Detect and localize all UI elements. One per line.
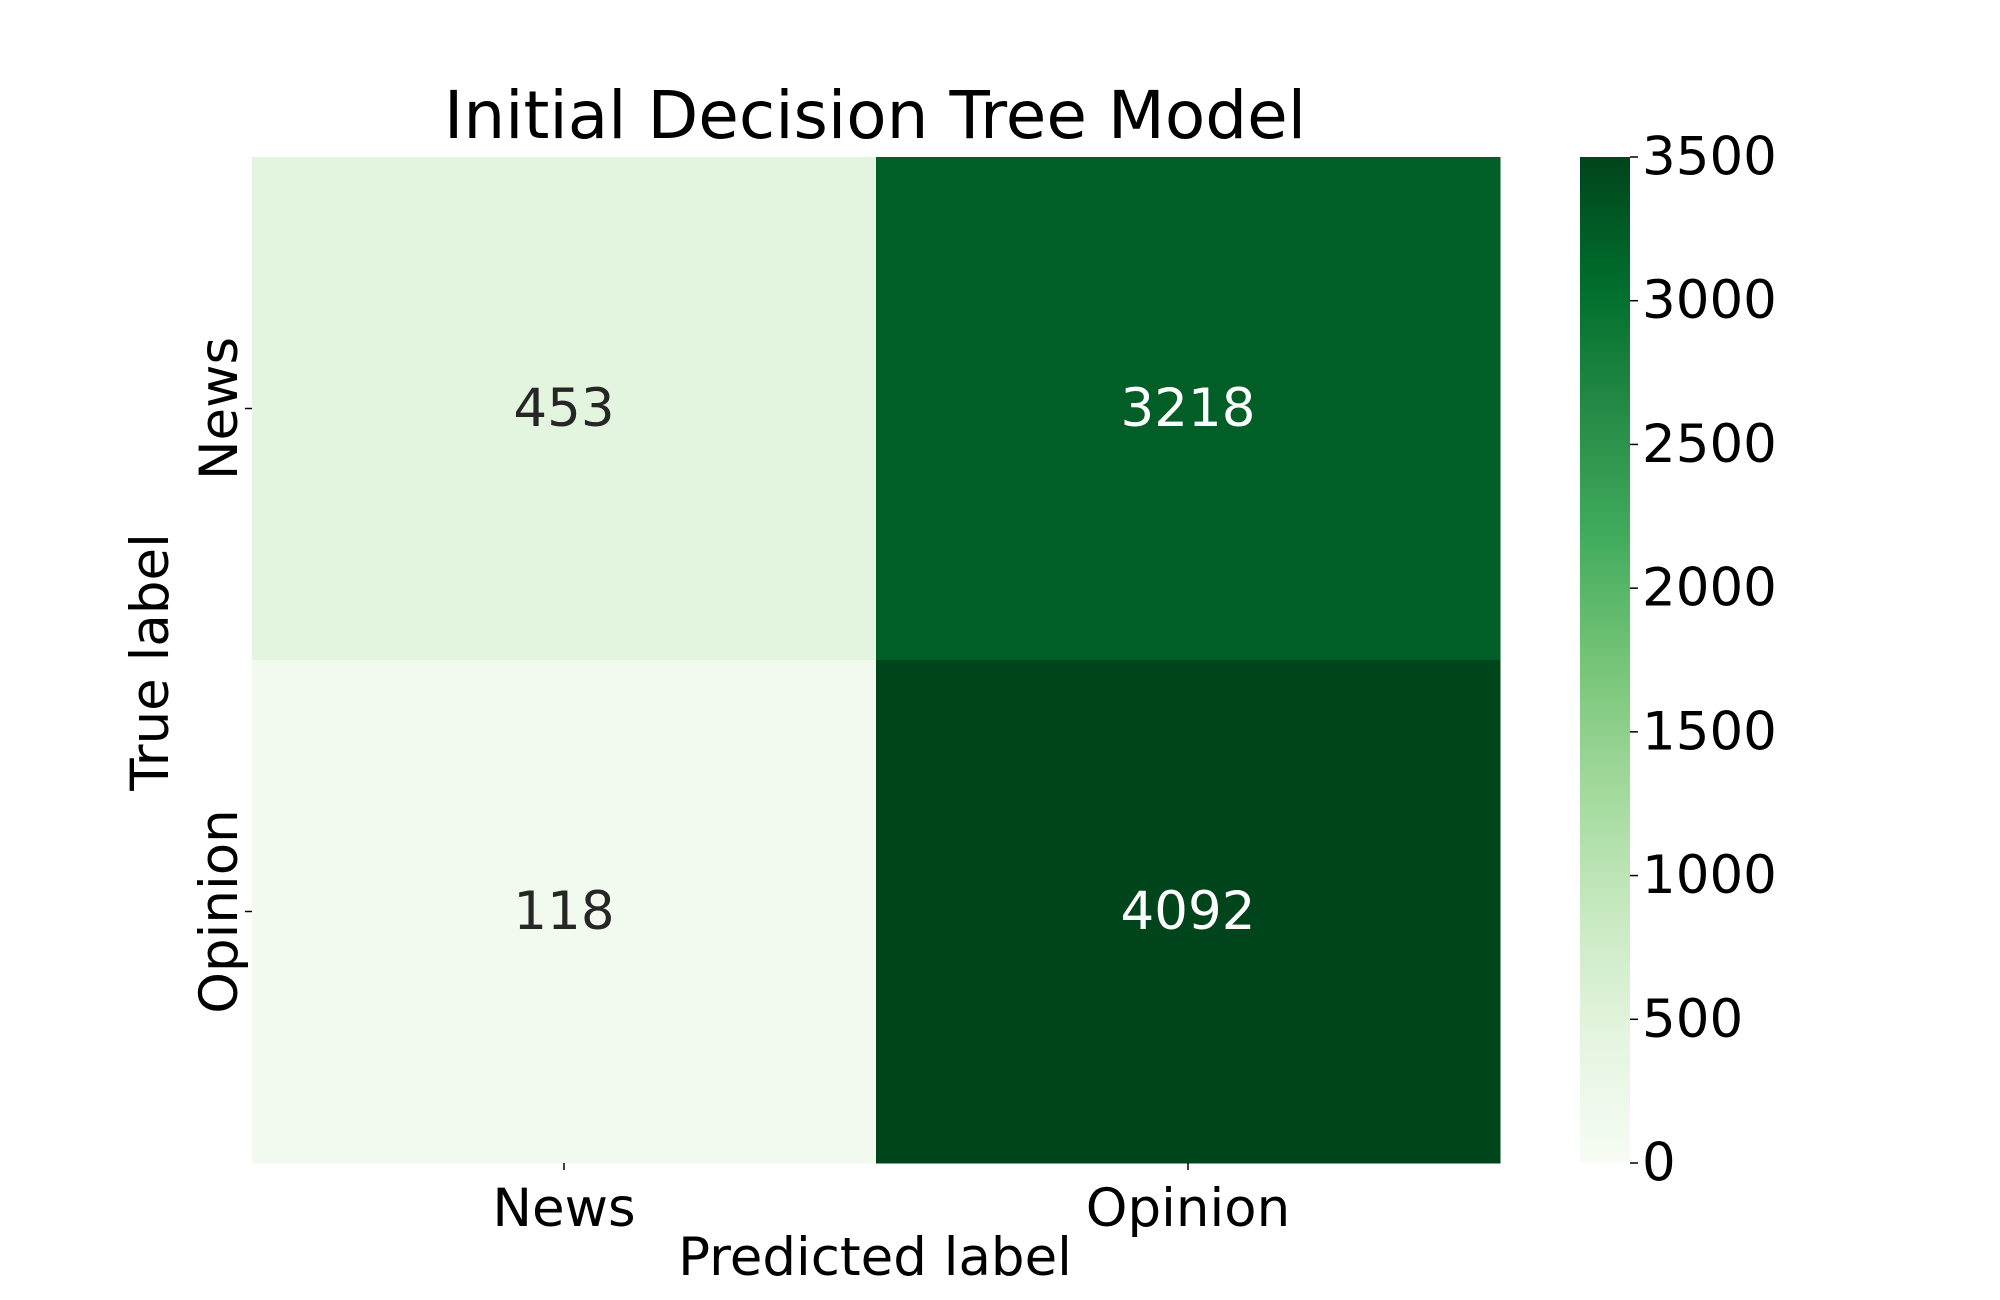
colorbar-tick-label: 2500 [1642,414,1777,475]
heatmap-cell [876,660,1501,1164]
x-tick-label: Opinion [1086,1178,1290,1239]
colorbar-tick-label: 1000 [1642,845,1777,906]
colorbar-tick-label: 3000 [1642,270,1777,331]
chart-title: Initial Decision Tree Model [444,77,1306,154]
cell-value-label: 118 [513,881,614,942]
colorbar [1580,157,1630,1163]
cell-value-label: 3218 [1121,378,1256,439]
y-tick-label: News [189,337,250,480]
y-tick-label: Opinion [189,809,250,1013]
heatmap-cell-labels: 453 3218 118 4092 [513,378,1255,942]
cell-value-label: 4092 [1121,881,1256,942]
x-axis-label: Predicted label [678,1227,1072,1288]
heatmap-cell [252,660,877,1164]
colorbar-tick-label: 500 [1642,989,1743,1050]
x-axis: News Opinion [492,1163,1290,1239]
colorbar-tick-label: 1500 [1642,701,1777,762]
cell-value-label: 453 [513,378,614,439]
colorbar-tick-label: 3500 [1642,127,1777,188]
colorbar-tick-label: 2000 [1642,558,1777,619]
y-axis: News Opinion [189,337,252,1014]
colorbar-tick-label: 0 [1642,1133,1676,1194]
heatmap-cells [252,157,1501,1164]
heatmap-cell [252,157,877,661]
colorbar-ticks: 0 500 1000 1500 2000 2500 3000 3500 [1630,127,1777,1194]
heatmap-cell [876,157,1501,661]
x-tick-label: News [492,1178,635,1239]
y-axis-label: True label [120,533,181,792]
